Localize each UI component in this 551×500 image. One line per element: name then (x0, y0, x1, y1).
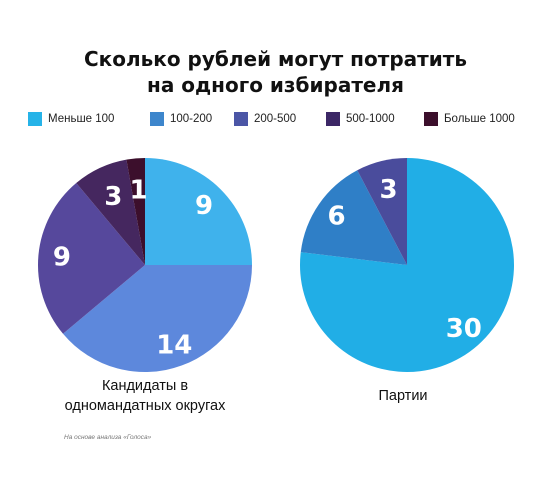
legend-swatch (424, 112, 438, 126)
pie-candidates: 9 14 9 3 1 (37, 158, 252, 373)
legend-swatch (28, 112, 42, 126)
pie-slice-under-100 (299, 158, 514, 372)
slice-value-label: 3 (380, 175, 398, 205)
legend-item-200-500: 200-500 (234, 112, 296, 126)
caption-candidates-line-2: одномандатных округах (64, 398, 226, 414)
legend-label: 100-200 (170, 113, 213, 125)
pie-slice-500-1000 (76, 159, 145, 265)
legend-swatch (234, 112, 248, 126)
caption-parties: Партии (343, 386, 463, 406)
legend-swatch (326, 112, 340, 126)
caption-candidates-line-1: Кандидаты в (101, 378, 189, 394)
pie-parties: 30 6 3 (299, 158, 514, 372)
slice-value-label: 1 (129, 175, 147, 205)
pie-slice-200-500 (37, 183, 145, 334)
legend-label: Больше 1000 (444, 113, 515, 125)
legend-swatch (150, 112, 164, 126)
title-line-1: Сколько рублей могут потратить (83, 47, 467, 71)
pie-slice-100-200 (63, 265, 252, 373)
caption-candidates: Кандидаты в одномандатных округах (50, 376, 240, 416)
slice-value-label: 6 (328, 201, 346, 231)
legend-item-over-1000: Больше 1000 (424, 112, 515, 126)
pie-slice-under-100 (145, 158, 252, 265)
slice-value-label: 9 (53, 243, 71, 273)
title-line-2: на одного избирателя (147, 73, 404, 97)
legend-item-under-100: Меньше 100 (28, 112, 114, 126)
pie-slice-200-500 (357, 158, 407, 265)
pie-slice-100-200 (300, 170, 407, 265)
slice-value-label: 30 (446, 314, 482, 344)
legend-label: Меньше 100 (48, 113, 115, 125)
legend-item-500-1000: 500-1000 (326, 112, 395, 126)
source-note: На основе анализа «Голоса» (64, 434, 152, 441)
slice-value-label: 14 (156, 330, 192, 360)
caption-parties-line-1: Партии (378, 388, 428, 404)
legend-label: 500-1000 (346, 113, 395, 125)
legend-label: 200-500 (254, 113, 297, 125)
legend-item-100-200: 100-200 (150, 112, 212, 126)
slice-value-label: 9 (195, 191, 213, 221)
pie-slice-over-1000 (126, 158, 145, 265)
chart-title: Сколько рублей могут потратить на одного… (0, 46, 551, 98)
slice-value-label: 3 (104, 182, 122, 212)
